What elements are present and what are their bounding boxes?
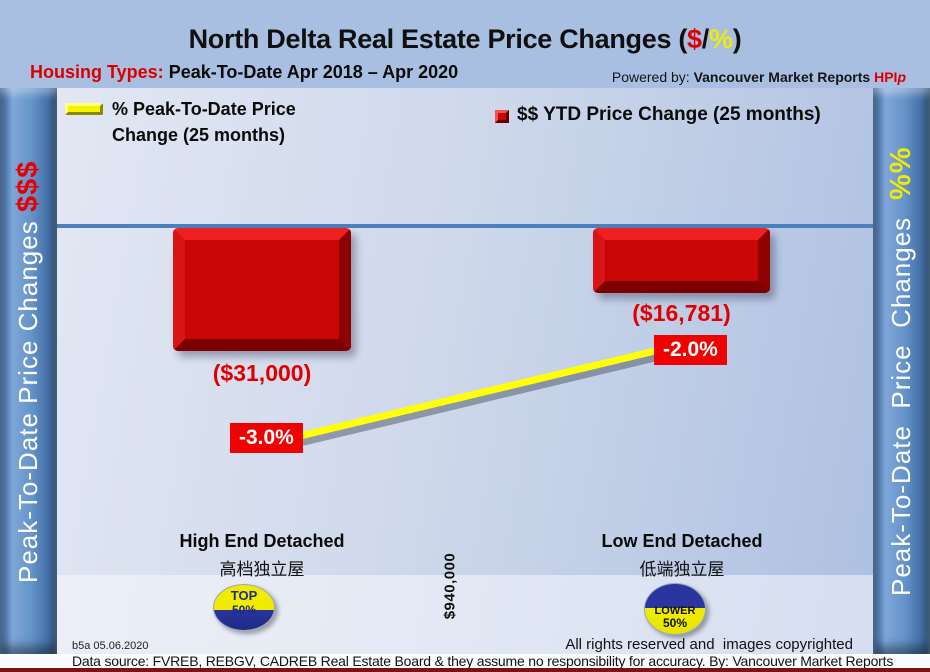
legend-item-percent: % Peak-To-Date Price Change (25 months): [65, 96, 352, 148]
left-sidebar-vertical-text: Peak-To-Date Price Changes $$$: [0, 88, 57, 655]
yellow-legend-swatch-icon: [65, 103, 103, 115]
bar-low-end-detached: [593, 228, 770, 293]
bar-value-label-low: ($16,781): [632, 300, 731, 326]
top-50-badge: TOP 50%: [213, 584, 275, 631]
category-label-high: High End Detached: [179, 531, 345, 551]
chart-area: % Peak-To-Date Price Change (25 months) …: [57, 88, 873, 655]
pct-label-low: -2.0%: [654, 335, 727, 365]
top-badge-line2: 50%: [231, 602, 257, 617]
subtitle: Housing Types: Peak-To-Date Apr 2018 – A…: [30, 62, 458, 83]
data-source-strip: Data source: FVREB, REBGV, CADREB Real E…: [0, 654, 930, 668]
lower-50-badge-text: LOWER 50%: [645, 604, 705, 631]
top-badge-line1: TOP: [230, 588, 258, 603]
bar-high-end-detached: [173, 228, 351, 351]
brand-hpi-p: p: [897, 69, 906, 85]
title-percent-sign: %: [708, 24, 733, 54]
housing-types-value: Peak-To-Date Apr 2018 – Apr 2020: [163, 62, 459, 82]
category-label-high-zh: 高档独立屋: [219, 560, 305, 579]
baseline-price-label: $940,000: [441, 552, 459, 620]
title-prefix: North Delta Real Estate Price Changes (: [188, 24, 688, 54]
right-sidebar-percents: %%: [885, 146, 917, 201]
title-slash: /: [701, 24, 710, 54]
powered-by-label: Powered by:: [611, 69, 694, 85]
lower-badge-line1: LOWER: [654, 604, 696, 617]
left-sidebar-dollars: $$$: [12, 160, 44, 212]
left-sidebar-label: Peak-To-Date Price Changes: [13, 211, 43, 583]
bar-value-label-high: ($31,000): [212, 360, 312, 386]
brand-hpi: HPI: [870, 69, 898, 85]
housing-types-label: Housing Types:: [30, 62, 164, 82]
legend-item-dollar: $$ YTD Price Change (25 months): [495, 104, 821, 126]
legend-percent-label: % Peak-To-Date Price Change (25 months): [112, 99, 296, 145]
rights-notice: All rights reserved and images copyright…: [565, 636, 853, 653]
page-title: North Delta Real Estate Price Changes ($…: [0, 24, 930, 55]
lower-badge-line2: 50%: [662, 616, 688, 631]
category-label-low: Low End Detached: [601, 531, 763, 551]
right-sidebar-banner: Peak-To-Date Price Changes %%: [873, 88, 930, 655]
zero-axis-line: [57, 224, 873, 228]
data-source-text: Data source: FVREB, REBGV, CADREB Real E…: [72, 653, 894, 669]
top-50-badge-text: TOP 50%: [214, 589, 274, 616]
powered-by: Powered by: Vancouver Market Reports HPI…: [612, 69, 906, 85]
legend-dollar-label: $$ YTD Price Change (25 months): [517, 104, 821, 125]
pct-label-high: -3.0%: [230, 423, 303, 453]
brand-name: Vancouver Market Reports: [693, 69, 871, 85]
title-suffix: ): [732, 24, 742, 54]
version-stamp: b5a 05.06.2020: [72, 640, 149, 652]
bottom-band: [57, 575, 873, 655]
header: North Delta Real Estate Price Changes ($…: [0, 0, 930, 88]
bottom-maroon-bar: [0, 668, 930, 672]
right-sidebar-label: Peak-To-Date Price Changes: [886, 200, 916, 597]
left-sidebar-banner: Peak-To-Date Price Changes $$$: [0, 88, 57, 655]
right-sidebar-vertical-text: Peak-To-Date Price Changes %%: [873, 88, 930, 655]
lower-50-badge: LOWER 50%: [644, 583, 706, 635]
red-legend-swatch-icon: [495, 110, 509, 123]
title-dollar-sign: $: [687, 24, 702, 54]
category-label-low-zh: 低端独立屋: [639, 560, 725, 579]
